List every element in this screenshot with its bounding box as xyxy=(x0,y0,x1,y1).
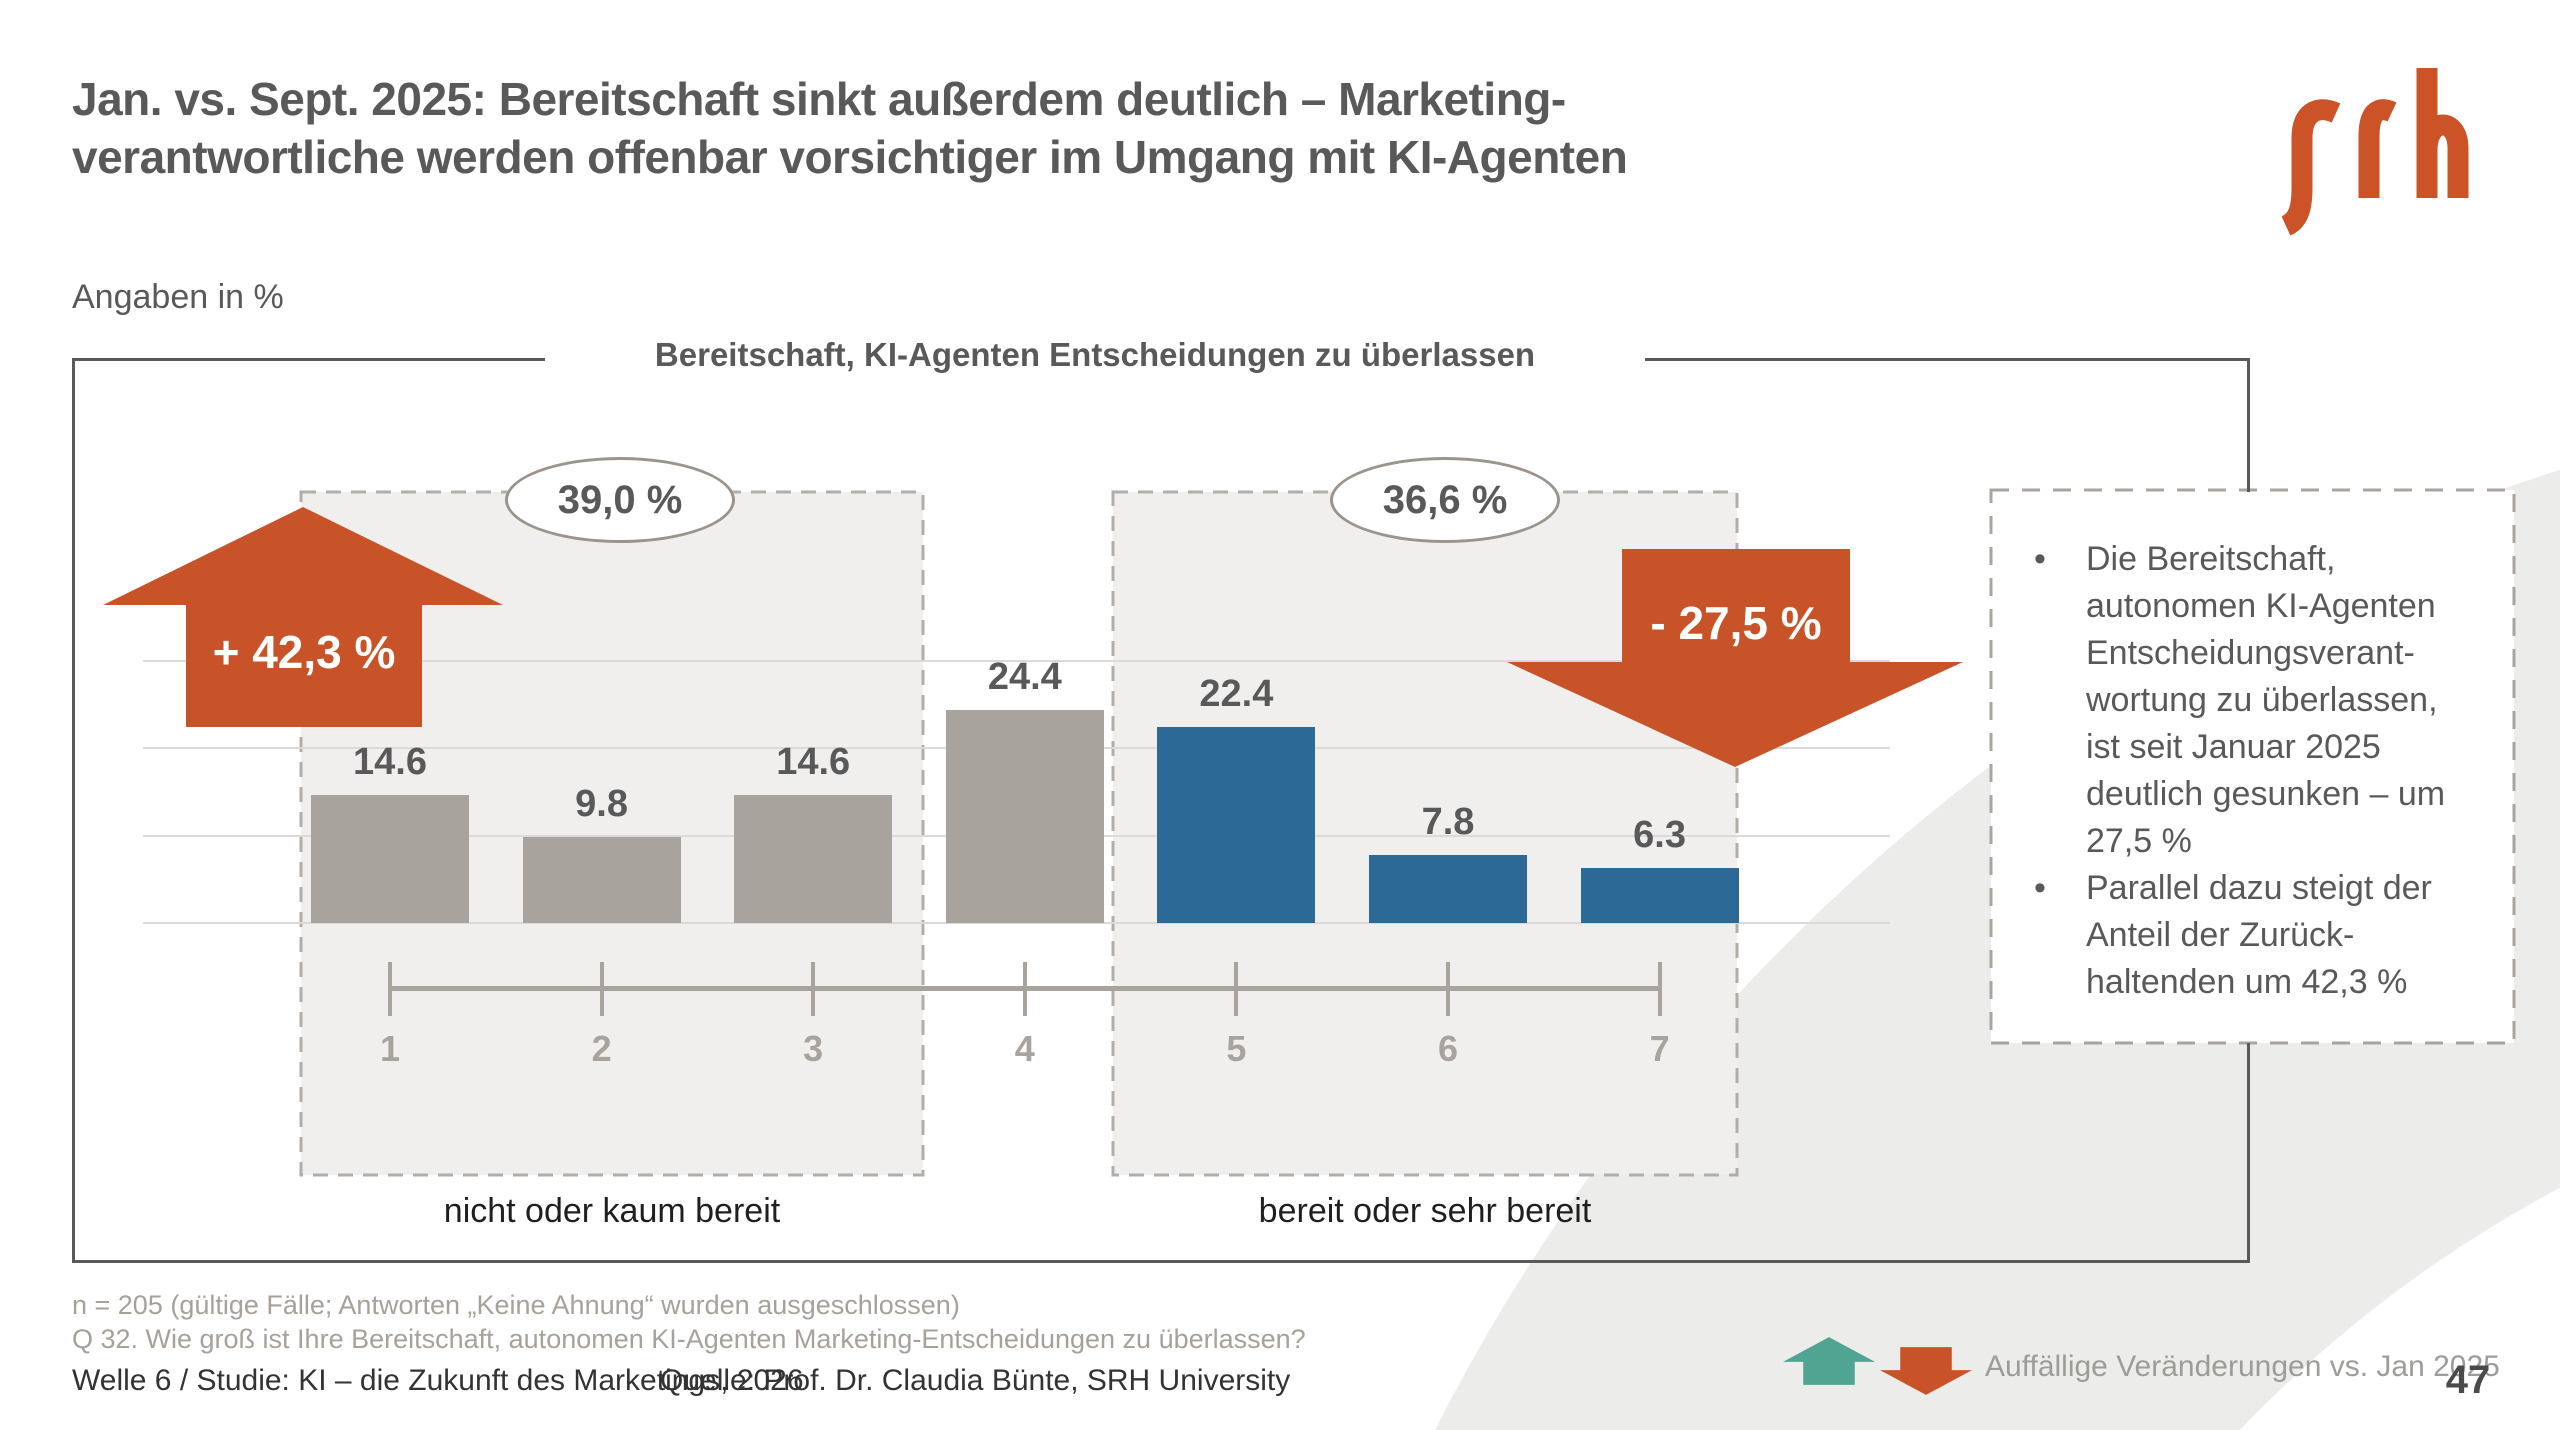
footer-source: Quelle: Prof. Dr. Claudia Bünte, SRH Uni… xyxy=(660,1364,1291,1397)
footnote-question: Q 32. Wie groß ist Ihre Bereitschaft, au… xyxy=(72,1324,1306,1354)
bar-value-4: 24.4 xyxy=(987,655,1062,698)
bar-value-3: 14.6 xyxy=(776,741,851,784)
axis-label-7: 7 xyxy=(1649,1028,1670,1069)
annotation-bullet-2-text: Parallel dazu steigt der Anteil der Zurü… xyxy=(2086,869,2432,1001)
up-arrow-value: + 42,3 % xyxy=(212,626,396,678)
x-axis-line xyxy=(388,986,1662,991)
logo-letter-h xyxy=(2416,68,2469,198)
units-note: Angaben in % xyxy=(72,278,284,316)
bar-4 xyxy=(945,709,1104,923)
axis-label-5: 5 xyxy=(1226,1028,1247,1069)
orange-down-arrow-icon xyxy=(1880,1347,1972,1395)
bar-value-5: 22.4 xyxy=(1199,673,1274,715)
bar-value-7: 6.3 xyxy=(1633,813,1686,856)
frame-top-left-segment xyxy=(72,358,545,361)
total-badge-left-value: 39,0 % xyxy=(557,477,683,522)
frame-top-right-segment xyxy=(1645,358,2250,361)
annotation-box-border xyxy=(1989,488,2516,1045)
annotation-bullet-1-text: Die Bereitschaft, autonomen KI-Agenten E… xyxy=(2086,540,2446,860)
axis-label-2: 2 xyxy=(591,1028,612,1069)
srh-logo xyxy=(2280,68,2469,236)
frame-bottom-border xyxy=(72,1260,2250,1263)
total-badge-left: 39,0 % xyxy=(505,457,735,543)
bar-value-6: 7.8 xyxy=(1421,800,1475,843)
axis-label-3: 3 xyxy=(803,1028,824,1069)
bar-6 xyxy=(1369,854,1527,923)
bar-value-1: 14.6 xyxy=(353,741,427,784)
gridline-30 xyxy=(143,659,1890,662)
annotation-bullet-2: • Parallel dazu steigt der Anteil der Zu… xyxy=(2026,865,2496,1006)
bar-3 xyxy=(734,795,893,923)
teal-up-arrow-icon xyxy=(1783,1337,1875,1385)
bar-7 xyxy=(1580,867,1739,923)
bar-2 xyxy=(522,837,681,923)
footer-study: Welle 6 / Studie: KI – die Zukunft des M… xyxy=(72,1364,804,1397)
annotation-bullet-1: • Die Bereitschaft, autonomen KI-Agenten… xyxy=(2026,536,2496,865)
logo-letter-s xyxy=(2280,99,2341,236)
axis-label-6: 6 xyxy=(1437,1028,1459,1069)
down-arrow-icon xyxy=(1507,549,1963,767)
group-label-left: nicht oder kaum bereit xyxy=(443,1192,781,1230)
bar-5 xyxy=(1157,727,1316,923)
gridline-0 xyxy=(143,922,1890,924)
bullet-icon: • xyxy=(2034,869,2046,907)
connector-line-bottom xyxy=(2247,1043,2250,1262)
bullet-icon: • xyxy=(2034,540,2046,578)
frame-left-border xyxy=(72,358,75,1263)
page-number: 47 xyxy=(2445,1358,2491,1402)
chart-title: Bereitschaft, KI-Agenten Entscheidungen … xyxy=(654,336,1536,373)
down-arrow-value: - 27,5 % xyxy=(1650,597,1822,649)
footnote-sample: n = 205 (gültige Fälle; Antworten „Keine… xyxy=(72,1290,960,1320)
bar-value-2: 9.8 xyxy=(575,783,628,826)
logo-letter-r xyxy=(2358,99,2397,198)
legend-label: Auffällige Veränderungen vs. Jan 2025 xyxy=(1985,1350,2500,1383)
total-badge-right-value: 36,6 % xyxy=(1382,477,1508,522)
group-label-right: bereit oder sehr bereit xyxy=(1258,1192,1592,1230)
axis-label-1: 1 xyxy=(379,1028,401,1069)
axis-label-4: 4 xyxy=(1014,1028,1035,1069)
page-title: Jan. vs. Sept. 2025: Bereitschaft sinkt … xyxy=(72,73,1628,183)
total-badge-right: 36,6 % xyxy=(1330,457,1560,543)
up-arrow-icon xyxy=(103,507,503,727)
bar-1 xyxy=(311,795,469,923)
annotation-box: • Die Bereitschaft, autonomen KI-Agenten… xyxy=(2026,536,2496,1006)
connector-line-top xyxy=(2247,358,2250,492)
